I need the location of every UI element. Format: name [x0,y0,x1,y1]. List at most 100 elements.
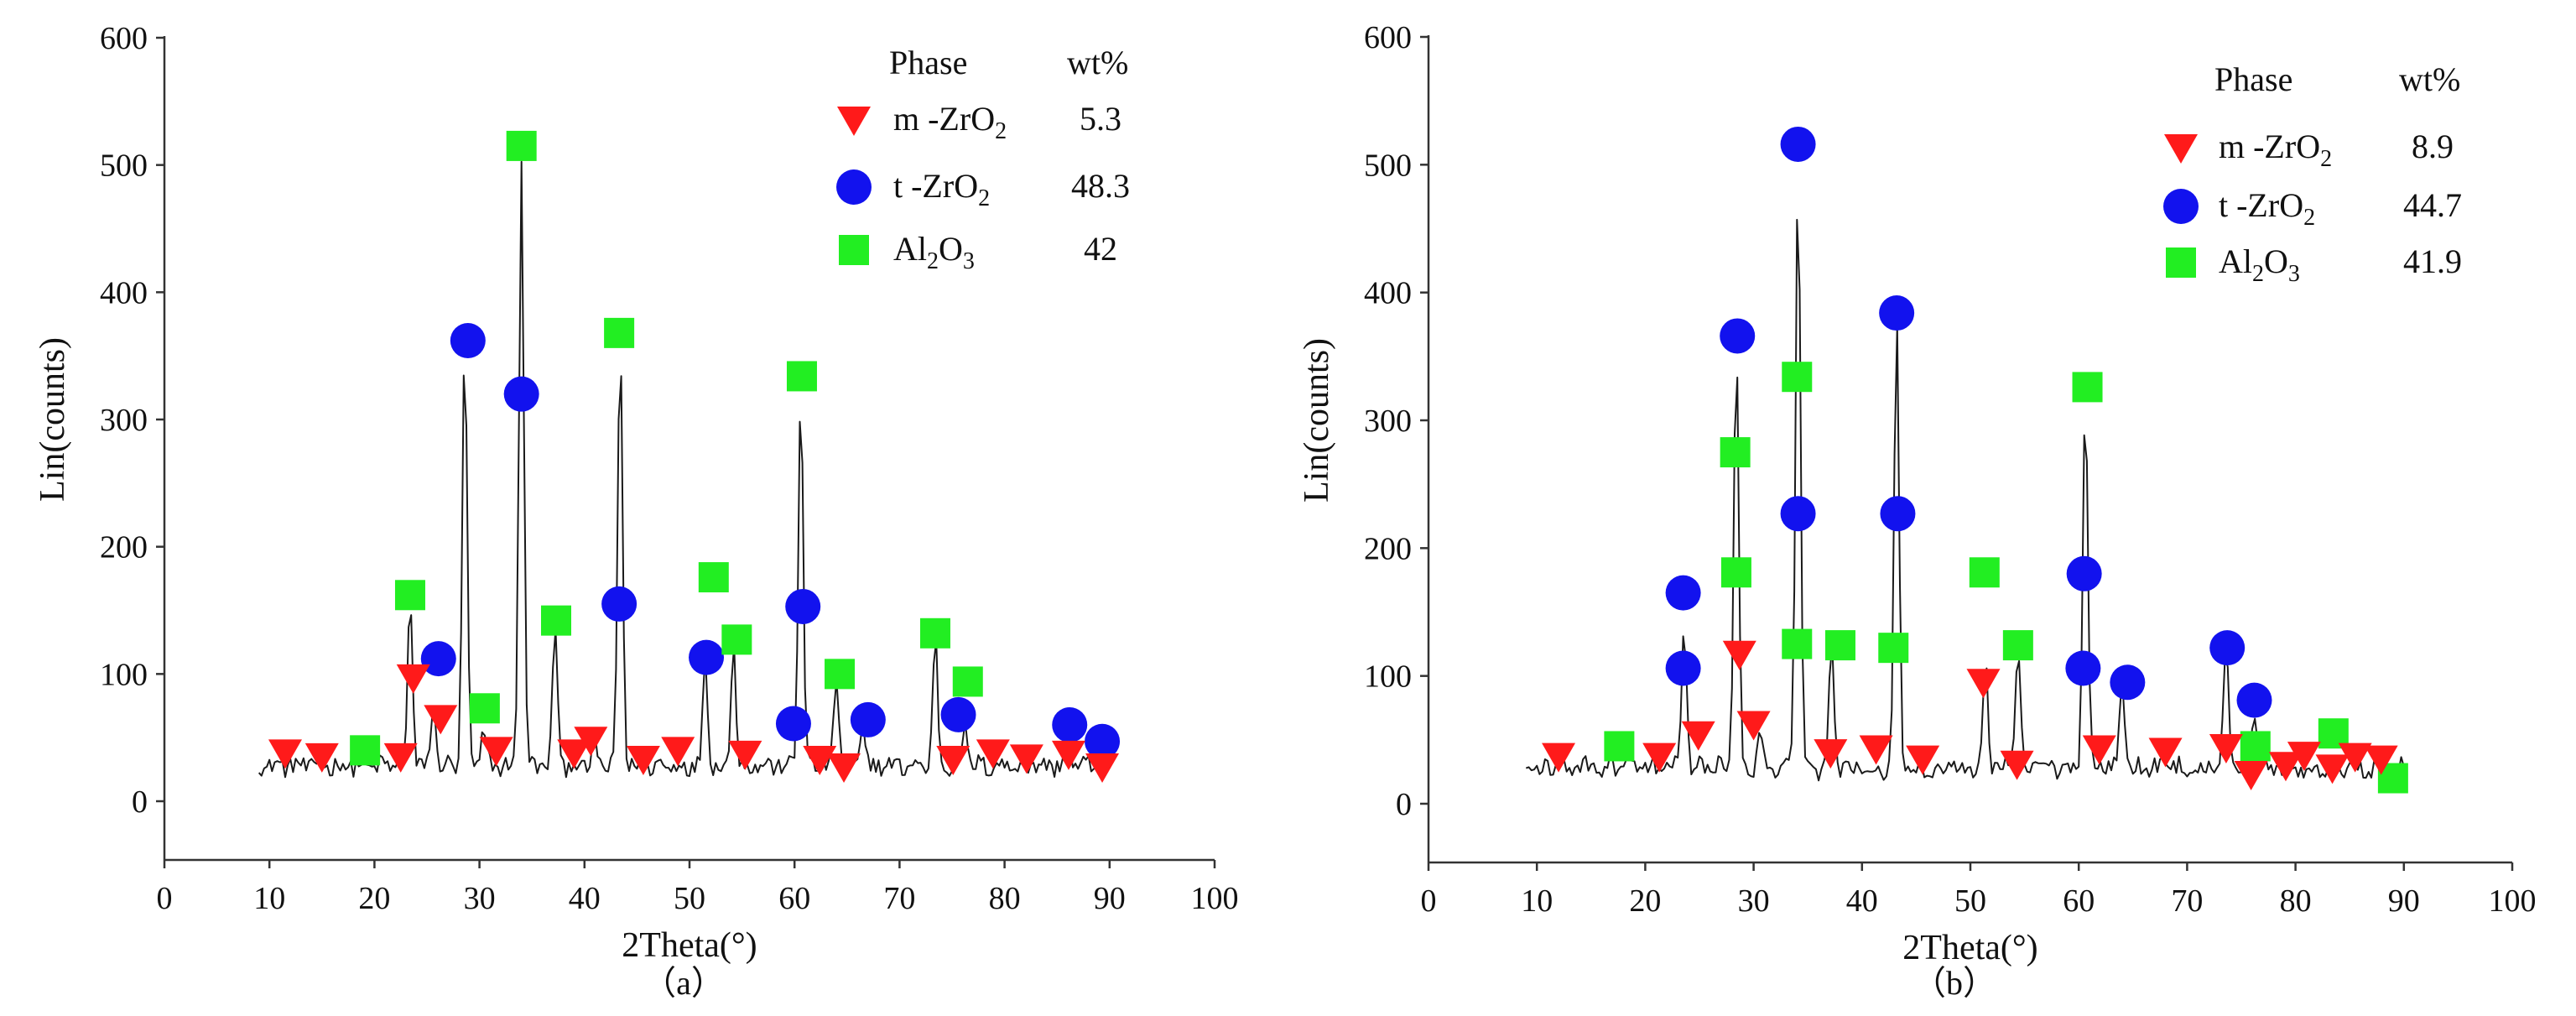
x-tick-label: 50 [1954,883,1986,919]
y-tick-label: 500 [100,148,148,184]
m-zro2-marker [574,727,608,757]
legend-wt-header: wt% [1067,44,1128,81]
x-tick-label: 90 [2388,883,2420,919]
x-tick-label: 10 [253,881,285,916]
y-tick-label: 300 [1364,404,1412,439]
m-zro2-marker [383,742,418,773]
legend-phase-label: m -ZrO2 [893,100,1007,144]
legend-triangle-marker [2164,134,2198,164]
m-zro2-marker [1051,740,1085,770]
x-tick-label: 0 [1421,883,1437,919]
panel-a: 0 100 200 300 400 500 600 0 10 20 30 40 50 60 70 80 90 10… [34,21,1239,1002]
legend-phase-label: Al2O3 [893,230,975,274]
m-zro2-marker [2338,742,2372,773]
legend-wt-value: 41.9 [2403,242,2462,280]
m-zro2-marker [424,705,458,735]
al2o3-marker [604,317,635,348]
x-tick-label: 60 [778,881,810,916]
x-tick-label: 0 [157,881,173,916]
x-tick-label: 30 [464,881,496,916]
m-zro2-marker [2268,752,2303,782]
al2o3-marker [2072,372,2103,403]
al2o3-marker [825,659,856,690]
panel-caption: （b） [1912,964,1996,1002]
m-zro2-marker [1814,739,1848,769]
legend-square-marker [2166,247,2196,278]
y-tick-label: 400 [1364,276,1412,311]
y-tick-label: 100 [100,657,148,692]
x-tick-label: 30 [1738,883,1770,919]
al2o3-marker [952,666,983,697]
m-zro2-marker [976,739,1010,769]
legend-wt-value: 44.7 [2403,186,2462,224]
legend-wt-value: 42 [1084,230,1117,268]
m-zro2-marker [2287,742,2321,772]
t-zro2-marker [2066,555,2102,591]
m-zro2-marker [2209,733,2243,763]
x-tick-label: 80 [989,881,1021,916]
t-zro2-marker [1052,707,1088,742]
m-zro2-marker [1966,669,2001,699]
m-zro2-marker [936,745,971,775]
legend-phase-label: t -ZrO2 [893,167,990,211]
al2o3-marker [1878,633,1909,664]
m-zro2-marker [1722,640,1756,670]
m-zro2-marker [1681,721,1715,751]
t-zro2-marker [1880,496,1916,532]
t-zro2-marker [689,639,725,675]
m-zro2-marker [2082,735,2116,765]
t-zro2-marker [775,706,811,742]
x-tick-label: 70 [883,881,915,916]
m-zro2-marker [728,740,762,770]
y-tick-label: 200 [100,530,148,565]
m-zro2-marker [1906,745,1940,775]
t-zro2-marker [1720,318,1756,354]
al2o3-marker [2240,731,2271,762]
y-axis-label: Lin(counts) [1298,338,1336,503]
t-zro2-marker [1780,126,1816,162]
m-zro2-marker [626,745,660,775]
m-zro2-marker [1859,735,1893,765]
t-zro2-marker [1085,723,1121,759]
m-zro2-marker [557,739,591,769]
y-tick-label: 300 [100,403,148,438]
al2o3-marker [1782,628,1813,659]
t-zro2-marker [2236,682,2272,718]
y-tick-label: 0 [132,784,148,820]
x-axis-label: 2Theta(°) [1902,929,2037,967]
t-zro2-marker [2065,650,2101,686]
t-zro2-marker [1780,496,1816,532]
x-tick-label: 10 [1521,883,1553,919]
legend-phase-label: m -ZrO2 [2219,128,2332,172]
m-zro2-marker [396,664,430,694]
y-tick-label: 500 [1364,148,1412,183]
x-tick-label: 70 [2171,883,2203,919]
y-tick-label: 600 [100,21,148,56]
x-tick-label: 100 [2489,883,2537,919]
y-tick-label: 0 [1396,787,1412,822]
legend-phase-label: Al2O3 [2219,242,2300,287]
x-tick-label: 40 [569,881,601,916]
y-tick-label: 400 [100,275,148,310]
x-tick-label: 90 [1094,881,1126,916]
t-zro2-marker [1879,295,1915,331]
al2o3-marker [2002,630,2033,661]
t-zro2-marker [601,586,637,622]
al2o3-marker [919,617,950,649]
al2o3-marker [1720,437,1751,468]
m-zro2-marker [1085,753,1120,784]
x-axis-label: 2Theta(°) [622,926,757,965]
al2o3-marker [394,580,425,611]
legend-phase-header: Phase [889,44,967,81]
al2o3-marker [786,361,817,392]
y-tick-label: 200 [1364,531,1412,566]
m-zro2-marker [803,745,837,775]
t-zro2-marker [850,701,886,737]
legend-wt-header: wt% [2399,60,2460,98]
al2o3-marker [506,130,537,161]
al2o3-marker [721,624,752,655]
t-zro2-marker [1665,575,1701,611]
y-tick-label: 100 [1364,659,1412,695]
